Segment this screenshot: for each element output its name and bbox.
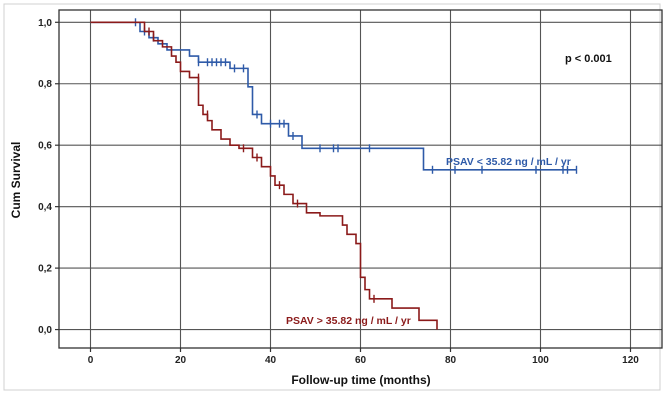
- series-1: [90, 21, 438, 330]
- x-tick-label: 60: [355, 355, 367, 366]
- y-tick-label: 1,0: [38, 18, 52, 29]
- y-axis-title: Cum Survival: [9, 142, 23, 219]
- series-label-psav-high: PSAV > 35.82 ng / mL / yr: [286, 315, 411, 327]
- x-axis-title: Follow-up time (months): [291, 373, 430, 387]
- x-tick-label: 0: [88, 355, 94, 366]
- survival-curve-1: [90, 21, 438, 330]
- ticks-layer: 0 20 40 60 80 100 120 0,0 0,2 0,4 0,6 0,8 1,0: [38, 18, 639, 366]
- outer-frame: [3, 3, 661, 391]
- x-tick-label: 100: [532, 355, 549, 366]
- x-tick-label: 80: [445, 355, 457, 366]
- x-tick-label: 120: [622, 355, 639, 366]
- series-layer: [90, 18, 578, 330]
- x-tick-label: 20: [175, 355, 187, 366]
- y-tick-label: 0,4: [38, 202, 52, 213]
- y-tick-label: 0,6: [38, 141, 52, 152]
- p-value-annotation: p < 0.001: [565, 53, 612, 65]
- y-tick-label: 0,0: [38, 325, 52, 336]
- series-label-psav-low: PSAV < 35.82 ng / mL / yr: [446, 156, 571, 168]
- x-tick-label: 40: [265, 355, 277, 366]
- y-tick-label: 0,2: [38, 264, 52, 275]
- y-tick-label: 0,8: [38, 79, 52, 90]
